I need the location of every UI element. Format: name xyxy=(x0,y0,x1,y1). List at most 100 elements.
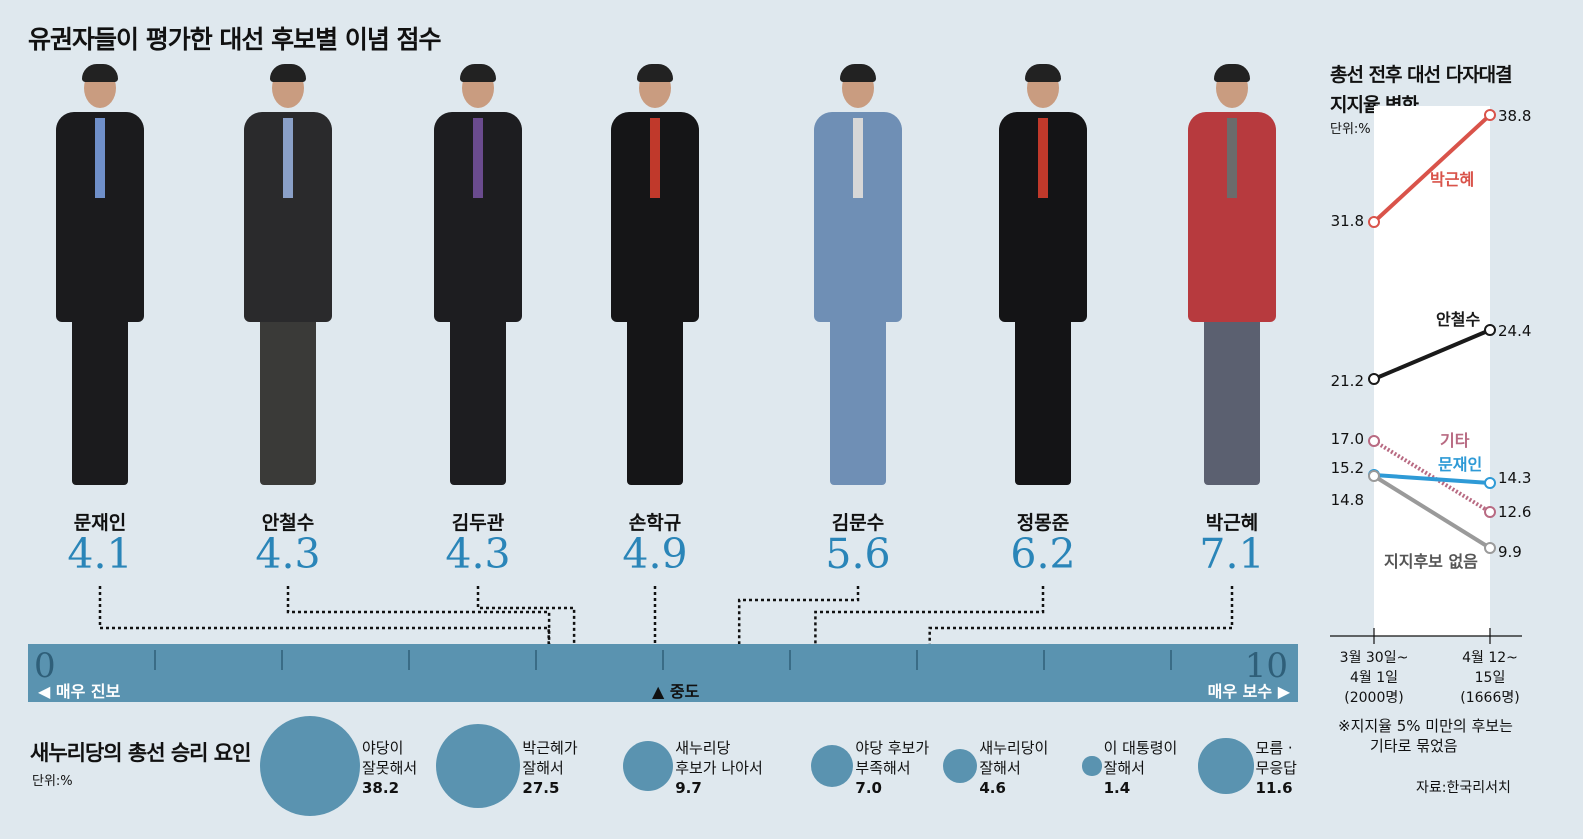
series-name: 안철수 xyxy=(1436,310,1480,329)
victory-bubble xyxy=(260,716,360,816)
connector-lines xyxy=(98,586,1234,668)
period-label: 3월 30일~ 4월 1일 (2000명) xyxy=(1319,648,1429,708)
candidate-score: 7.1 xyxy=(1199,530,1265,578)
candidate-score: 5.6 xyxy=(825,530,891,578)
victory-value: 4.6 xyxy=(979,779,1006,797)
scale-mid-label: ▲ 중도 xyxy=(652,682,700,701)
victory-title: 새누리당의 총선 승리 요인 xyxy=(30,741,251,765)
victory-label-line: 모름 · xyxy=(1255,739,1293,757)
series-line-1 xyxy=(1372,113,1492,224)
victory-value: 11.6 xyxy=(1255,779,1293,797)
series-name: 기타 xyxy=(1440,431,1470,450)
series-point xyxy=(1368,373,1380,385)
page-title: 유권자들이 평가한 대선 후보별 이념 점수 xyxy=(28,25,442,54)
series-point xyxy=(1484,324,1496,336)
support-unit: 단위:% xyxy=(1330,122,1371,137)
candidate-score: 4.1 xyxy=(67,530,133,578)
period-line: (1666명) xyxy=(1460,690,1520,706)
series-name: 문재인 xyxy=(1438,455,1482,474)
victory-label-line: 잘해서 xyxy=(1103,759,1145,777)
victory-label-line: 잘해서 xyxy=(522,759,564,777)
candidate-score: 4.9 xyxy=(622,530,688,578)
period-line: 4월 12~ xyxy=(1462,650,1518,666)
series-point xyxy=(1368,470,1380,482)
scale-ticks xyxy=(154,650,1172,670)
source: 자료:한국리서치 xyxy=(1416,780,1511,796)
candidate-name: 안철수 xyxy=(261,512,315,534)
victory-bubble xyxy=(942,748,978,784)
victory-label-line: 이 대통령이 xyxy=(1103,739,1178,757)
victory-bubble xyxy=(1198,738,1254,794)
victory-bubble xyxy=(622,740,674,792)
support-title-line1: 총선 전후 대선 다자대결 xyxy=(1330,64,1513,86)
scale-min: 0 xyxy=(34,646,56,686)
candidate-score: 4.3 xyxy=(445,530,511,578)
candidate-name: 김두관 xyxy=(451,512,505,534)
victory-label-line: 박근혜가 xyxy=(522,739,578,757)
victory-label-line: 새누리당 xyxy=(675,739,731,757)
note: ※지지율 5% 미만의 후보는 기타로 묶었음 xyxy=(1338,716,1513,756)
series-value-start: 14.8 xyxy=(1331,491,1364,509)
candidate-name: 김문수 xyxy=(831,512,885,534)
victory-unit: 단위:% xyxy=(32,774,73,789)
scale-max: 10 xyxy=(1244,646,1288,686)
connector-3 xyxy=(476,586,576,660)
series-line-3 xyxy=(1372,439,1492,514)
series-name: 박근혜 xyxy=(1430,170,1474,189)
series-value-end: 9.9 xyxy=(1498,543,1522,561)
connector-5 xyxy=(737,586,860,660)
victory-value: 9.7 xyxy=(675,779,702,797)
series-line-4 xyxy=(1373,473,1491,485)
victory-label-line: 잘해서 xyxy=(979,759,1021,777)
period-line: 3월 30일~ xyxy=(1339,650,1409,666)
victory-label-line: 새누리당이 xyxy=(979,739,1049,757)
victory-value: 38.2 xyxy=(362,779,400,797)
victory-label-line: 야당 후보가 xyxy=(855,739,930,757)
candidate-score: 4.3 xyxy=(255,530,321,578)
series-value-start: 31.8 xyxy=(1331,212,1364,230)
connector-6 xyxy=(814,586,1045,660)
note-line1: ※지지율 5% 미만의 후보는 xyxy=(1338,717,1513,735)
candidate-name: 정몽준 xyxy=(1016,512,1070,534)
scale-left-label: ◀ 매우 진보 xyxy=(38,682,121,701)
victory-bubble xyxy=(1082,756,1102,776)
connector-2 xyxy=(286,586,551,660)
series-value-end: 12.6 xyxy=(1498,503,1531,521)
period-line: (2000명) xyxy=(1344,690,1404,706)
victory-label-line: 부족해서 xyxy=(855,759,911,777)
candidate-name: 문재인 xyxy=(73,512,127,534)
series-value-start: 15.2 xyxy=(1331,459,1364,477)
series-value-start: 17.0 xyxy=(1331,430,1364,448)
candidate-name: 박근혜 xyxy=(1205,512,1259,534)
series-line-2 xyxy=(1373,328,1491,381)
series-name: 지지후보 없음 xyxy=(1384,552,1478,571)
series-point xyxy=(1484,542,1496,554)
period-line: 15일 xyxy=(1474,670,1506,686)
series-point xyxy=(1484,506,1496,518)
series-value-end: 14.3 xyxy=(1498,469,1531,487)
series-point xyxy=(1484,109,1496,121)
series-point xyxy=(1484,477,1496,489)
victory-label-line: 야당이 xyxy=(362,739,404,757)
series-value-end: 24.4 xyxy=(1498,322,1531,340)
series-point xyxy=(1368,216,1380,228)
ideology-scale: 0 10 ◀ 매우 진보 매우 보수 ▶ ▲ 중도 xyxy=(28,644,1298,702)
scale-right-label: 매우 보수 ▶ xyxy=(1207,682,1290,701)
support-line-chart: 31.8 38.8 박근혜 21.2 24.4 안철수 17.0 12.6 기타 15.2 14.3… xyxy=(1330,106,1531,644)
series-value-start: 21.2 xyxy=(1331,372,1364,390)
victory-value: 7.0 xyxy=(855,779,882,797)
series-value-end: 38.8 xyxy=(1498,107,1531,125)
series-point xyxy=(1368,435,1380,447)
victory-label-line: 잘못해서 xyxy=(362,759,418,777)
victory-value: 27.5 xyxy=(522,779,560,797)
candidate-name: 손학규 xyxy=(628,512,682,534)
victory-value: 1.4 xyxy=(1103,779,1131,797)
candidate-score: 6.2 xyxy=(1010,530,1076,578)
victory-label-line: 후보가 나아서 xyxy=(675,759,763,777)
victory-label-line: 무응답 xyxy=(1255,759,1297,777)
